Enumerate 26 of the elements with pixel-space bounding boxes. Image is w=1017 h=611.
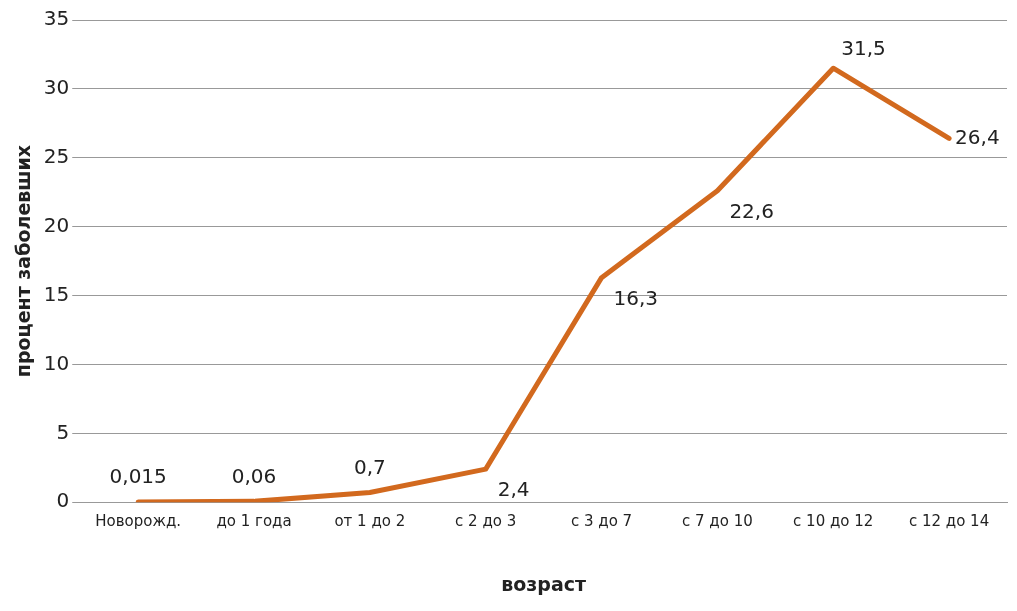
data-label: 2,4 bbox=[497, 477, 530, 502]
data-label: 0,06 bbox=[231, 463, 277, 488]
y-tick-label: 0 bbox=[56, 488, 70, 513]
x-axis-title: возраст bbox=[501, 572, 587, 595]
data-label: 16,3 bbox=[613, 285, 659, 310]
data-label: 31,5 bbox=[841, 36, 886, 61]
x-tick-label: с 3 до 7 bbox=[570, 512, 633, 531]
y-tick-label: 35 bbox=[43, 6, 70, 31]
data-label: 0,7 bbox=[353, 454, 386, 479]
x-tick-label: с 2 до 3 bbox=[455, 512, 517, 531]
data-label: 26,4 bbox=[955, 124, 1000, 149]
y-tick-label: 20 bbox=[43, 212, 70, 237]
x-tick-label: Новорожд. bbox=[95, 512, 182, 531]
data-label: 0,015 bbox=[109, 464, 167, 489]
x-tick-label: с 10 до 12 bbox=[793, 512, 874, 531]
y-tick-label: 15 bbox=[43, 281, 70, 306]
y-tick-label: 25 bbox=[43, 143, 70, 168]
y-tick-label: 5 bbox=[56, 419, 70, 444]
x-tick-label: от 1 до 2 bbox=[334, 512, 406, 531]
y-tick-label: 30 bbox=[43, 75, 70, 100]
x-tick-label: до 1 года bbox=[216, 512, 292, 531]
x-tick-label: с 12 до 14 bbox=[908, 512, 990, 531]
y-axis-title: процент заболевших bbox=[12, 144, 35, 378]
data-label: 22,6 bbox=[729, 199, 774, 224]
y-tick-label: 10 bbox=[43, 350, 70, 375]
x-tick-label: с 7 до 10 bbox=[682, 512, 753, 531]
